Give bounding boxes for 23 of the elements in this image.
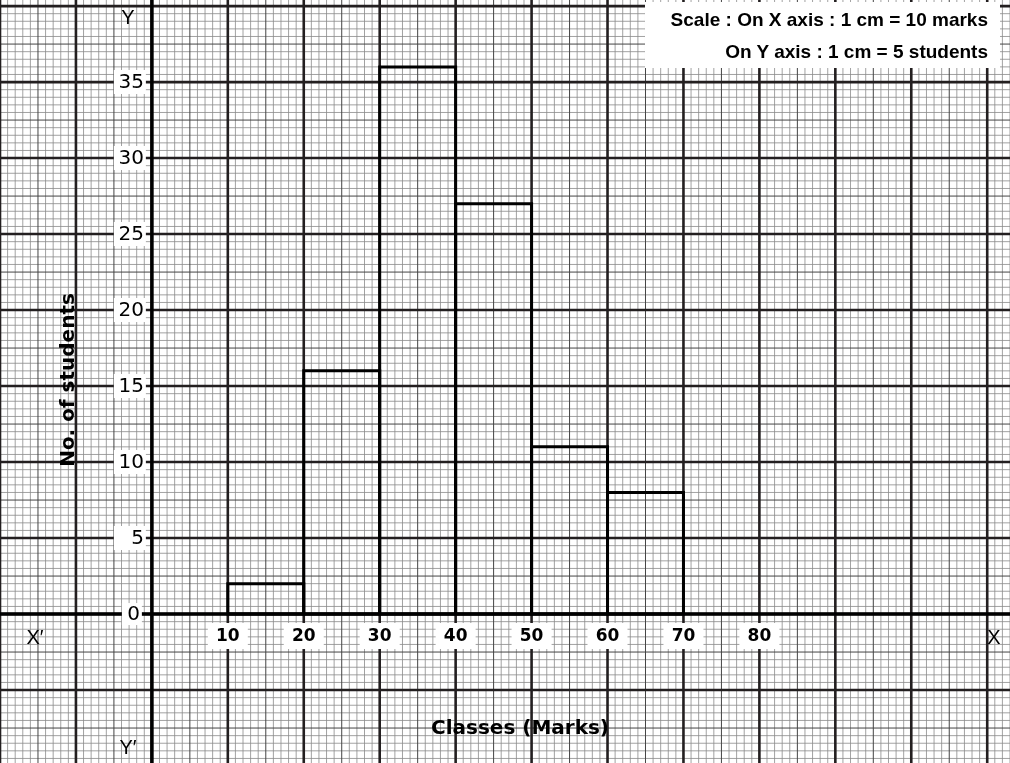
annotation: Scale : On X axis : 1 cm = 10 marks xyxy=(670,9,988,30)
y-tick-label: 25 xyxy=(118,221,144,246)
x-tick-label: 60 xyxy=(595,625,620,646)
x-tick-label: 80 xyxy=(747,625,772,646)
y-tick-label: 30 xyxy=(118,145,144,170)
y-tick-label: 0 xyxy=(127,601,140,626)
y-tick-label: 35 xyxy=(118,69,144,94)
y-tick-label: 5 xyxy=(131,525,144,550)
annotation: Y xyxy=(121,6,135,28)
annotation: Y′ xyxy=(119,736,137,758)
y-tick-label: 20 xyxy=(118,297,144,322)
y-tick-label: 10 xyxy=(118,449,144,474)
y-axis-title: No. of students xyxy=(55,293,79,467)
x-tick-label: 40 xyxy=(443,625,468,646)
y-tick-label: 15 xyxy=(118,373,144,398)
annotation: X′ xyxy=(26,626,44,648)
annotation: X xyxy=(987,626,1001,648)
x-tick-label: 20 xyxy=(291,625,316,646)
x-tick-label: 70 xyxy=(671,625,696,646)
x-tick-label: 50 xyxy=(519,625,544,646)
x-tick-label: 10 xyxy=(215,625,240,646)
annotation: On Y axis : 1 cm = 5 students xyxy=(725,41,988,62)
x-tick-label: 30 xyxy=(367,625,392,646)
